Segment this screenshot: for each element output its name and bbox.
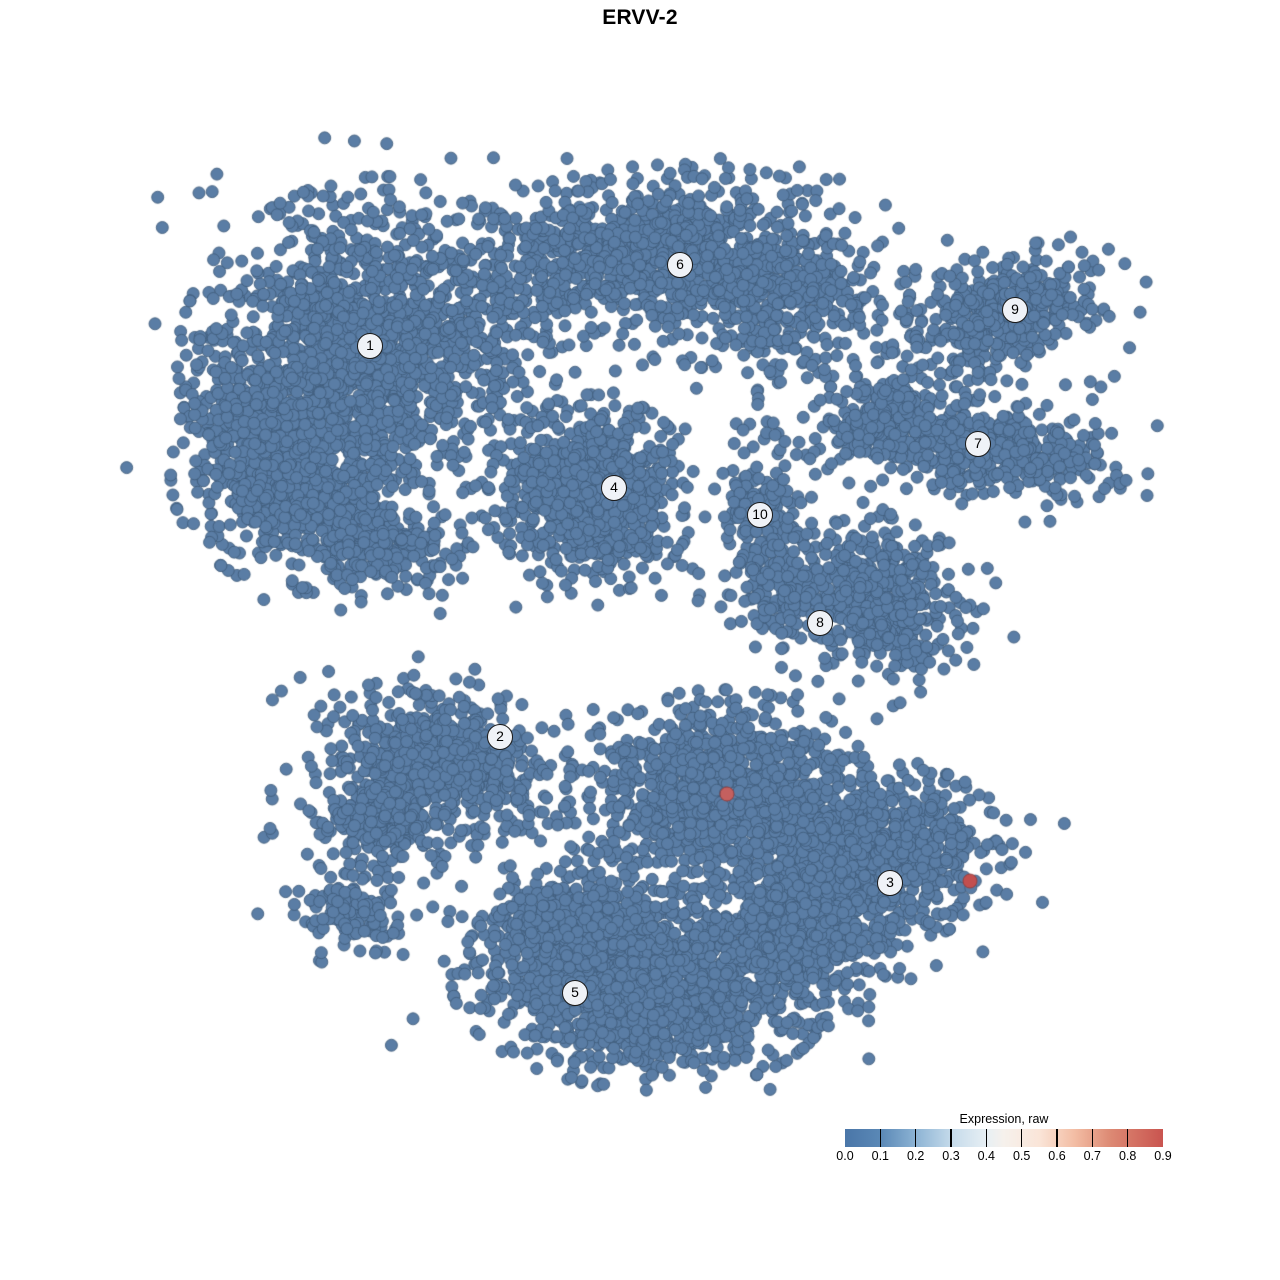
colorbar-tick-label-0.5: 0.5	[1012, 1149, 1031, 1163]
cluster-label-1[interactable]: 1	[357, 333, 383, 359]
colorbar-tick-label-0.0: 0.0	[836, 1149, 854, 1163]
colorbar-tick-label-0.7: 0.7	[1083, 1149, 1102, 1163]
cluster-label-2[interactable]: 2	[487, 724, 513, 750]
cluster-label-5[interactable]: 5	[562, 980, 588, 1006]
colorbar-tick-label-0.6: 0.6	[1048, 1149, 1066, 1163]
colorbar-tick-0.6	[1056, 1129, 1058, 1147]
colorbar-gradient-bar[interactable]	[845, 1129, 1163, 1147]
colorbar-gradient	[845, 1129, 1163, 1147]
cluster-label-6[interactable]: 6	[667, 252, 693, 278]
colorbar-tick-label-0.9: 0.9	[1154, 1149, 1172, 1163]
cluster-label-10[interactable]: 10	[747, 502, 773, 528]
colorbar-tick-label-0.4: 0.4	[977, 1149, 996, 1163]
colorbar-tick-0.5	[1020, 1129, 1023, 1147]
colorbar-tick-0.7	[1091, 1129, 1094, 1147]
colorbar-title: Expression, raw	[959, 1112, 1049, 1126]
expression-colorbar-legend: Expression, raw 0.0 0.1 0.2 0.3 0.4 0.5 0.6 0.7…	[836, 1112, 1171, 1169]
colorbar-tick-label-0.3: 0.3	[942, 1149, 960, 1163]
cluster-label-8[interactable]: 8	[807, 610, 833, 636]
colorbar-tick-0.2	[914, 1129, 917, 1147]
colorbar-tick-label-0.8: 0.8	[1118, 1149, 1137, 1163]
cluster-label-9[interactable]: 9	[1002, 297, 1028, 323]
colorbar-tick-0.4	[985, 1129, 988, 1147]
cluster-label-3[interactable]: 3	[877, 870, 903, 896]
colorbar-tick-0.1	[879, 1129, 882, 1147]
cluster-label-4[interactable]: 4	[601, 475, 627, 501]
colorbar-tick-labels: 0.0 0.1 0.2 0.3 0.4 0.5 0.6 0.7 0.8 0.9	[836, 1149, 1171, 1169]
colorbar-tick-label-0.1: 0.1	[871, 1149, 890, 1163]
colorbar-tick-0.3	[950, 1129, 952, 1147]
colorbar-tick-label-0.2: 0.2	[906, 1149, 925, 1163]
cluster-label-7[interactable]: 7	[965, 431, 991, 457]
colorbar-tick-0.8	[1126, 1129, 1129, 1147]
